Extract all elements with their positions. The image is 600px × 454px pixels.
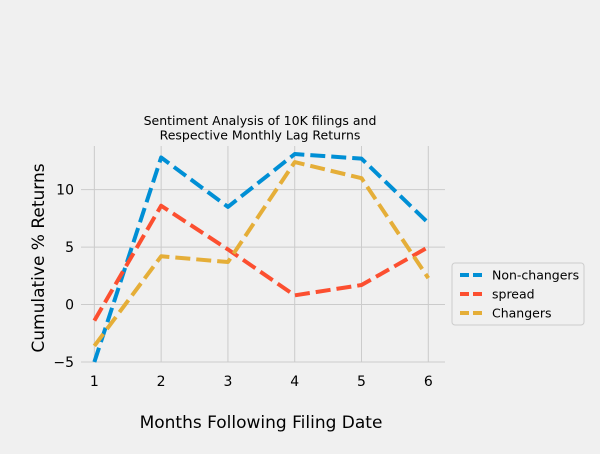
series-line-changers xyxy=(92,160,430,348)
series-line-non-changers xyxy=(92,152,430,363)
y-tick-label: 5 xyxy=(65,240,74,256)
grid xyxy=(81,146,445,363)
legend-label: spread xyxy=(492,287,535,302)
y-tick-label: 10 xyxy=(56,183,74,199)
x-tick-label: 5 xyxy=(357,374,366,390)
x-tick-label: 2 xyxy=(157,374,166,390)
chart-title-line: Sentiment Analysis of 10K filings and xyxy=(144,113,377,128)
series-line-spread xyxy=(92,203,430,322)
legend-label: Non-changers xyxy=(492,268,579,283)
y-tick-label: −5 xyxy=(53,355,74,371)
y-axis-label: Cumulative % Returns xyxy=(29,163,49,352)
series-layer xyxy=(92,152,430,363)
plot-area xyxy=(81,146,445,362)
x-tick-label: 1 xyxy=(90,374,99,390)
legend-label: Changers xyxy=(492,306,552,321)
y-tick-label: 0 xyxy=(65,298,74,314)
x-tick-label: 6 xyxy=(424,374,433,390)
x-tick-label: 4 xyxy=(290,374,299,390)
x-axis-label: Months Following Filing Date xyxy=(140,413,383,433)
tick-labels: 1 2 3 4 5 6 −5 0 5 10 xyxy=(53,183,432,390)
x-tick-label: 3 xyxy=(223,374,232,390)
chart-title: Sentiment Analysis of 10K filings and Res… xyxy=(144,113,377,143)
legend: Non-changers spread Changers xyxy=(451,262,585,326)
chart-title-line: Respective Monthly Lag Returns xyxy=(160,128,361,143)
legend-box xyxy=(451,262,585,326)
